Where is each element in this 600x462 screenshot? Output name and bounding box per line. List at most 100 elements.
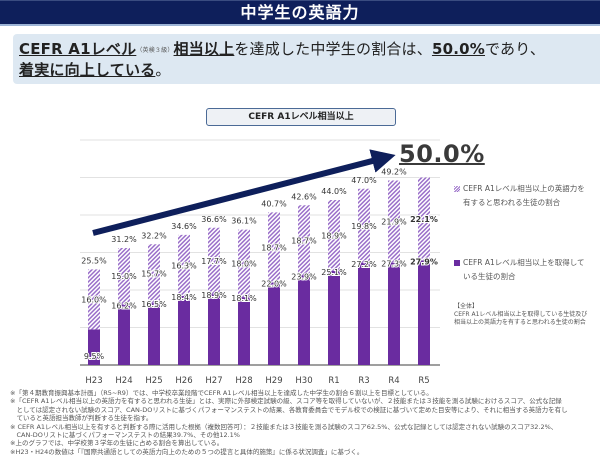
note-total-line: CEFR A1レベル相当以上を取得している生徒及び [454, 311, 588, 318]
bar-label-acquired: 27.2% [351, 260, 377, 269]
bar-acquired [208, 294, 220, 365]
bar-label-estimated: 16.0% [81, 295, 107, 304]
bar-label-total: 36.6% [201, 215, 227, 224]
headline-line-2: 着実に向上している。 [19, 59, 171, 80]
hatched-swatch-icon [454, 186, 460, 192]
footnote: ※「第４期教育振興基本計画」（R5~R9）では、中学校卒業段階でCEFR A1レ… [10, 389, 433, 397]
page-title: 中学生の英語力 [240, 3, 360, 22]
legend-label-2: 有すると思われる生徒の割合 [463, 198, 561, 207]
bar-label-acquired: 16.2% [111, 301, 137, 310]
bar-estimated [178, 234, 190, 296]
x-tick-label: H25 [145, 376, 162, 386]
bar-acquired [148, 303, 160, 365]
x-tick-label: H29 [265, 376, 282, 386]
bar-label-estimated: 17.7% [201, 257, 227, 266]
bar-acquired [358, 263, 370, 365]
bar-label-total: 34.6% [171, 222, 197, 231]
bar-estimated [298, 205, 310, 276]
legend-item-acquired: CEFR A1レベル相当以上を取得して いる生徒の割合 [454, 256, 585, 284]
bar-estimated [88, 269, 100, 330]
bar-label-total: 36.1% [231, 217, 257, 226]
bar-label-total: 32.2% [141, 231, 167, 240]
bar-label-acquired: 23.9% [291, 272, 317, 281]
bar-acquired [118, 304, 130, 365]
footnote: ※H23・H24の数値は「『国際共通語としての英語力向上のための５つの提言と具体… [10, 447, 364, 456]
bar-estimated [148, 244, 160, 304]
footnote: ※「CEFR A1レベル相当以上の英語力を有すると思われる生徒」とは、実際に外部… [10, 397, 562, 406]
title-bar-edge [0, 24, 600, 26]
bar-label-total: 49.2% [381, 168, 407, 177]
headline-box: CEFR A1レベル（英検３級）相当以上を達成した中学生の割合は、50.0%であ… [13, 34, 600, 84]
bar-label-estimated: 18.0% [231, 259, 257, 268]
headline-eiken-note: （英検３級） [136, 47, 174, 54]
legend-label-2: いる生徒の割合 [463, 272, 516, 281]
note-total: 【全体】 CEFR A1レベル相当以上を取得している生徒及び 相当以上の英語力を… [454, 303, 587, 327]
footnote: ていると英語担当教師が判断する生徒を指す。 [10, 414, 153, 423]
legend-label: CEFR A1レベル相当以上の英語力を [463, 184, 585, 193]
bar-label-total: 42.6% [291, 192, 317, 201]
bar-estimated [238, 229, 250, 298]
bar-acquired [298, 275, 310, 365]
bar-label-acquired: 18.9% [201, 291, 227, 300]
headline-cefr: CEFR A1レベル [19, 40, 137, 58]
headline-percent: 50.0% [431, 40, 485, 58]
bar-label-total: 47.0% [351, 176, 377, 185]
x-tick-label: R1 [328, 376, 339, 386]
bar-label-estimated: 15.0% [111, 272, 137, 281]
legend-item-estimated: CEFR A1レベル相当以上の英語力を 有すると思われる生徒の割合 [454, 182, 585, 210]
bar-label-acquired: 9.5% [84, 352, 105, 361]
x-tick-label: R5 [418, 376, 429, 386]
x-tick-label: H24 [115, 376, 132, 386]
x-tick-label: H26 [175, 376, 192, 386]
bar-estimated [118, 248, 130, 305]
headline-text-end: であり、 [485, 40, 546, 58]
x-tick-label: H28 [235, 376, 252, 386]
bar-label-estimated: 18.9% [321, 231, 347, 240]
title-bar: 中学生の英語力 [0, 0, 600, 26]
bar-label-acquired: 27.9% [410, 257, 438, 266]
bar-acquired [268, 282, 280, 365]
x-tick-label: H30 [295, 376, 312, 386]
bar-label-total: 44.0% [321, 187, 347, 196]
bar-label-acquired: 27.3% [381, 260, 407, 269]
headline-period: 。 [155, 61, 171, 79]
legend-label: CEFR A1レベル相当以上を取得して [463, 258, 585, 267]
bar-label-estimated: 16.3% [171, 261, 197, 270]
bar-acquired [388, 262, 400, 365]
x-tick-label: R4 [388, 376, 399, 386]
bar-label-total: 40.7% [261, 199, 287, 208]
bar-label-estimated: 22.1% [410, 215, 438, 224]
bar-acquired [178, 296, 190, 365]
headline-line-1: CEFR A1レベル（英検３級）相当以上を達成した中学生の割合は、50.0%であ… [19, 38, 545, 59]
x-tick-label: R3 [358, 376, 369, 386]
x-tick-label: H27 [205, 376, 222, 386]
bar-label-total: 25.5% [81, 256, 107, 265]
bar-label-total: 31.2% [111, 235, 137, 244]
bar-label-estimated: 18.7% [291, 236, 317, 245]
bar-label-estimated: 19.8% [351, 222, 377, 231]
bar-label-estimated: 18.7% [261, 243, 287, 252]
bar-acquired [238, 297, 250, 365]
bar-label-acquired: 22.0% [261, 280, 287, 289]
footnote: ※上のグラフでは、中学校第３学年の生徒に占める割合を算出している。 [10, 439, 224, 448]
note-total-line: 相当以上の英語力を有すると思われる生徒の割合 [454, 319, 586, 326]
bar-label-estimated: 15.7% [141, 270, 167, 279]
bar-acquired [418, 260, 430, 365]
footnotes: ※「第４期教育振興基本計画」（R5~R9）では、中学校卒業段階でCEFR A1レ… [10, 389, 600, 456]
footnote: ※ CEFR A1レベル相当以上を有すると判断する際に活用した根拠（複数回答可）… [10, 422, 558, 431]
bar-estimated [268, 212, 280, 283]
bar-label-estimated: 21.9% [381, 218, 407, 227]
bar-estimated [358, 188, 370, 263]
footnote: CAN-DOリストに基づくパフォーマンステストの結果39.7%、その他12.1% [10, 431, 240, 440]
bar-estimated [418, 177, 430, 261]
x-tick-label: H23 [85, 376, 102, 386]
chart-title: CEFR A1レベル相当以上 [206, 108, 396, 126]
highlight-value: 50.0% [399, 140, 485, 168]
note-total-title: 【全体】 [454, 303, 479, 310]
trend-arrow [92, 149, 396, 236]
bar-estimated [388, 180, 400, 263]
footnote: としては認定されない試験のスコア、CAN-DOリストに基づくパフォーマンステスト… [10, 405, 568, 414]
bar-label-acquired: 18.1% [231, 294, 257, 303]
bar-label-acquired: 18.4% [171, 293, 197, 302]
